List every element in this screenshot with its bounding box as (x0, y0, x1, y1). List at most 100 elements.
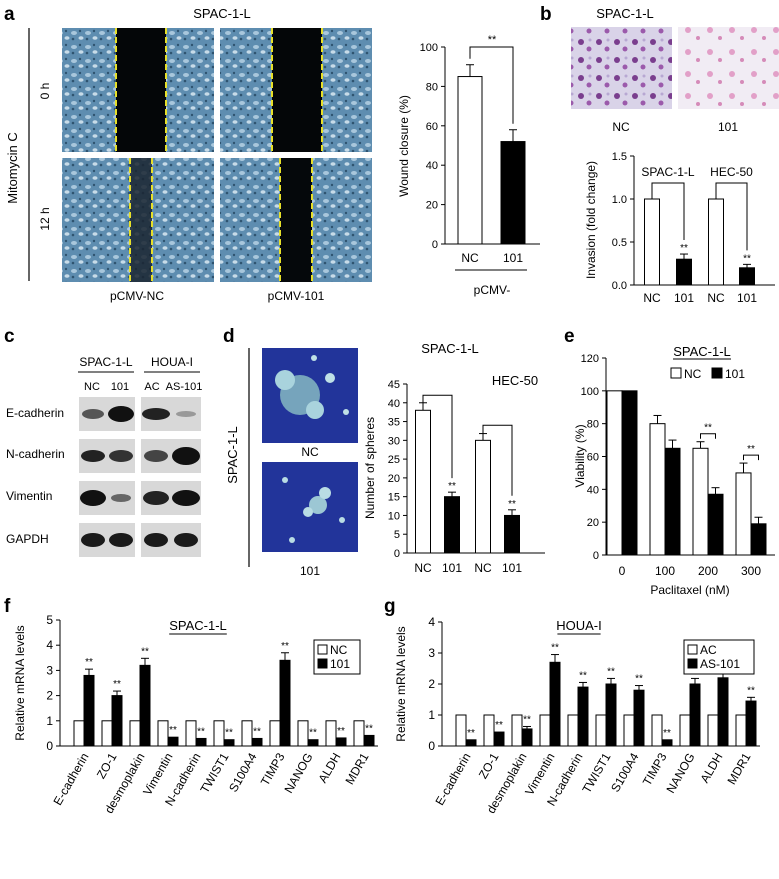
blot-vimentin (79, 481, 201, 515)
e-ytick-label: 0 (593, 550, 599, 562)
g-AS-101-bar (661, 739, 673, 747)
chart-spheres: 0 5 10 15 20 25 30 35 40 45 Number of spheres NC 101… (363, 341, 545, 575)
group-label-spac: SPAC-1-L (79, 355, 132, 369)
f-101-bar (111, 695, 123, 747)
a-bar (457, 76, 483, 245)
e-x-axis-label: Paclitaxel (nM) (650, 583, 729, 597)
f-x-tick-label: ZO-1 (94, 750, 120, 781)
g-significance-mark: ** (635, 674, 643, 685)
f-NC-bar (185, 720, 197, 747)
lane-label-as101: AS-101 (166, 381, 203, 393)
f-significance-mark: ** (141, 646, 149, 657)
d-ytick-label: 45 (388, 379, 400, 391)
panel-d-images: SPAC-1-L NC 101 (225, 348, 358, 578)
d-ytick-label: 40 (388, 398, 400, 410)
row-label-12h: 12 h (38, 207, 52, 230)
e-x-tick-label: 100 (655, 564, 675, 578)
d-bar (444, 496, 460, 554)
panel-label-b: b (540, 4, 552, 25)
g-AS-101-bar (717, 677, 729, 747)
e-ytick-label: 60 (587, 452, 599, 464)
f-ytick-label: 4 (46, 638, 53, 652)
f-ytick-label: 1 (46, 714, 53, 728)
lane-label-101: 101 (111, 381, 129, 393)
g-x-tick-label: ZO-1 (476, 750, 502, 781)
chart-invasion: 0.0 0.5 1.0 1.5 Invasion (fold change) NC 101 N… (584, 151, 775, 305)
g-legend-swatch (687, 644, 698, 655)
d-group-label-hec: HEC-50 (492, 373, 538, 388)
e-legend-swatch-nc (670, 367, 682, 379)
f-x-tick-label: MDR1 (342, 750, 371, 787)
g-significance-mark: ** (551, 643, 559, 654)
g-AC-bar (735, 714, 747, 747)
protein-label-ecad: E-cadherin (6, 406, 64, 420)
g-AS-101-bar (521, 728, 533, 747)
g-AS-101-bar (689, 683, 701, 747)
f-101-bar (167, 736, 179, 747)
f-NC-bar (213, 720, 225, 747)
f-101-bar (307, 739, 319, 747)
g-significance-mark: ** (747, 685, 755, 696)
panel-c-western-blot: SPAC-1-L HOUA-I NC 101 AC AS-101 E-cadhe… (6, 355, 202, 557)
g-ytick-label: 1 (428, 708, 435, 722)
f-101-bar (363, 734, 375, 747)
f-NC-bar (241, 720, 253, 747)
g-AC-bar (679, 714, 691, 747)
d-bar (475, 439, 491, 554)
d-significance-mark: ** (448, 481, 456, 492)
f-title: SPAC-1-L (169, 618, 227, 633)
panel-label-g: g (384, 596, 396, 617)
spac-side-label: SPAC-1-L (225, 426, 240, 484)
f-legend-label: NC (330, 643, 348, 657)
e-x-tick-label: 0 (619, 564, 626, 578)
b-x-tick-label: 101 (674, 291, 694, 305)
e-title: SPAC-1-L (673, 344, 731, 359)
e-ytick-label: 80 (587, 419, 599, 431)
b-bar (739, 267, 755, 286)
f-NC-bar (353, 720, 365, 747)
g-y-axis-label: Relative mRNA levels (394, 626, 408, 741)
f-significance-mark: ** (281, 641, 289, 652)
g-ytick-label: 3 (428, 646, 435, 660)
panel-label-a: a (4, 4, 15, 25)
b-bar (708, 198, 724, 286)
group-label-houa: HOUA-I (151, 355, 193, 369)
g-AC-bar (483, 714, 495, 747)
a-x-tick-label: NC (461, 251, 479, 265)
g-AS-101-bar (549, 661, 561, 747)
e-y-axis-label: Viability (%) (573, 424, 587, 487)
g-legend-swatch (687, 658, 698, 669)
b-group-label: HEC-50 (710, 165, 753, 179)
g-title: HOUA-I (556, 618, 602, 633)
f-significance-mark: ** (113, 679, 121, 690)
d-ytick-label: 0 (394, 548, 400, 560)
f-x-tick-label: TIMP3 (258, 750, 288, 788)
d-bracket-spac (422, 394, 453, 479)
d-ytick-label: 10 (388, 510, 400, 522)
g-AS-101-bar (605, 683, 617, 747)
a-ytick-label: 40 (426, 160, 438, 172)
f-101-bar (279, 659, 291, 747)
e-x-tick-label: 300 (741, 564, 761, 578)
d-x-tick-label: NC (474, 561, 492, 575)
f-x-tick-label: ALDH (315, 751, 343, 786)
e-legend-swatch-101 (711, 367, 723, 379)
f-significance-mark: ** (253, 726, 261, 737)
blot-ecadherin (79, 397, 201, 431)
panel-label-d: d (223, 326, 235, 347)
g-significance-mark: ** (467, 728, 475, 739)
e-legend-label-101: 101 (725, 367, 745, 381)
g-x-tick-label: S100A4 (608, 750, 642, 794)
e-NC-bar (606, 390, 623, 556)
e-significance-mark: ** (704, 423, 712, 434)
g-ytick-label: 4 (428, 615, 435, 629)
g-x-tick-label: E-cadherin (432, 751, 473, 808)
d-bar (504, 514, 520, 554)
g-significance-mark: ** (663, 728, 671, 739)
wound-image-nc-12h (62, 158, 214, 282)
g-AC-bar (651, 714, 663, 747)
d-ytick-label: 15 (388, 492, 400, 504)
g-AS-101-bar (493, 731, 505, 747)
d-bracket-hec (482, 424, 513, 496)
g-x-tick-label: MDR1 (724, 750, 753, 787)
